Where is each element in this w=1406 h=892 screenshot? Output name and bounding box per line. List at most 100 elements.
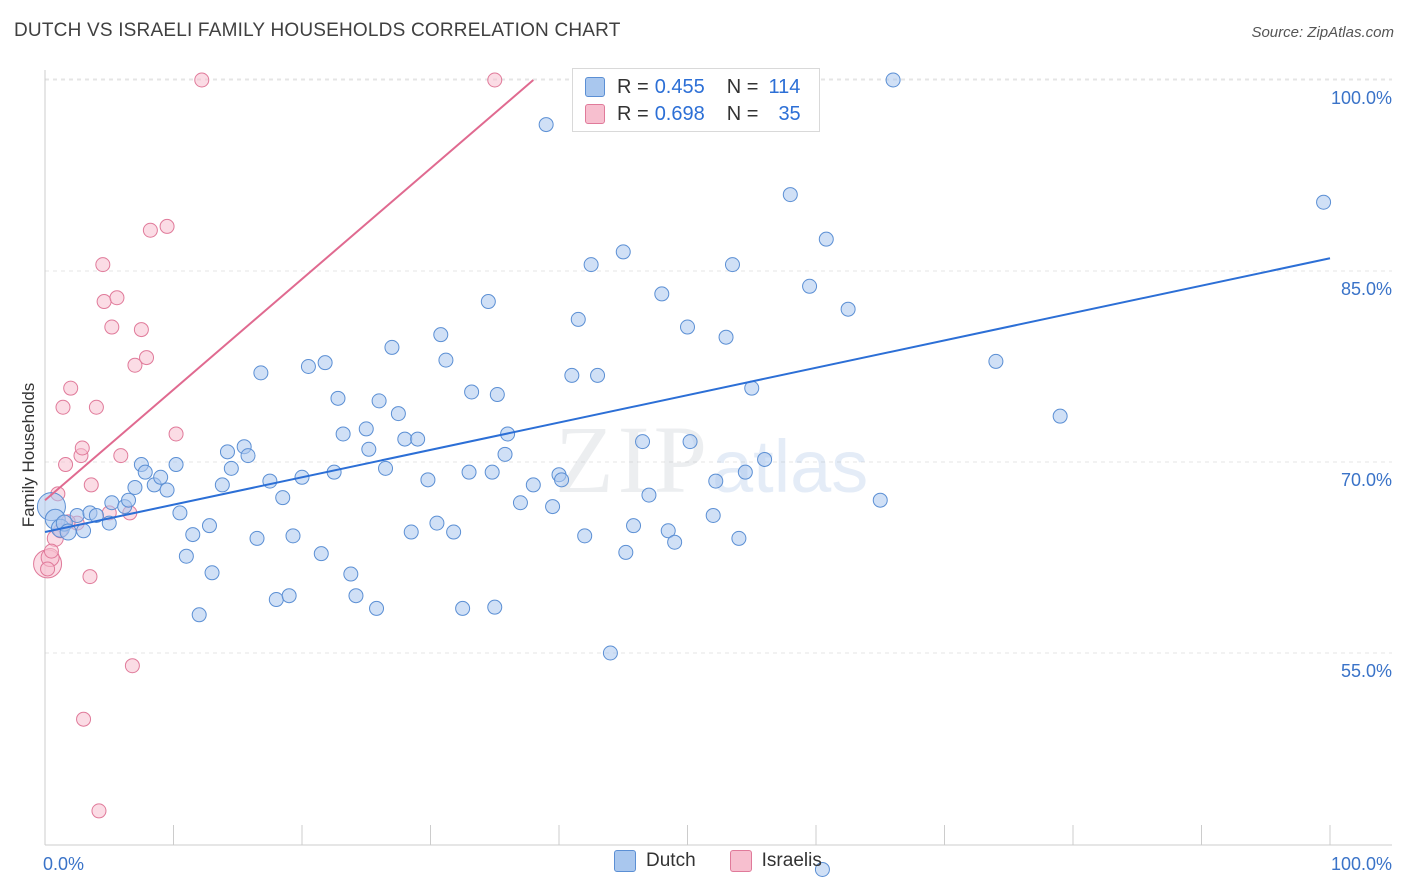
israeli-legend-swatch [729,850,752,872]
dutch-r-label: R = [617,75,649,98]
x-tick-label-start: 0.0% [43,854,84,874]
dutch-point [718,329,734,345]
dutch-point [281,588,297,604]
y-tick-label: 70.0% [1341,470,1392,490]
dutch-point [484,464,500,480]
dutch-point [88,507,104,523]
dutch-point [525,477,541,493]
dutch-point [358,421,374,437]
israeli-point [76,711,92,727]
dutch-point [618,544,634,560]
dutch-point [121,492,137,508]
israeli-point [58,457,74,473]
dutch-point [570,311,586,327]
israeli-point [127,357,143,373]
dutch-point [538,117,554,133]
israeli-point [104,319,120,335]
dutch-point [626,518,642,534]
dutch-point [240,448,256,464]
israeli-r-label: R = [617,102,649,125]
dutch-point [814,861,830,877]
dutch-point [313,546,329,562]
dutch-point [433,327,449,343]
israeli-point [95,257,111,273]
dutch-point [343,566,359,582]
dutch-point [438,352,454,368]
dutch-point [464,384,480,400]
legend-item-israelis[interactable]: Israelis [729,850,822,872]
dutch-point [577,528,593,544]
dutch-point [410,431,426,447]
source-credit: Source: ZipAtlas.com [1251,24,1394,41]
israeli-point [74,440,90,456]
dutch-point [69,507,85,523]
israeli-point [142,222,158,238]
dutch-point [159,482,175,498]
dutch-point [602,645,618,661]
legend-item-dutch[interactable]: Dutch [614,850,696,872]
dutch-point [371,393,387,409]
dutch-point [802,278,818,294]
dutch-point [378,460,394,476]
dutch-point [731,530,747,546]
israeli-point [83,477,99,493]
dutch-trendline [44,257,1331,534]
dutch-point [545,499,561,515]
dutch-point [429,515,445,531]
dutch-n-value: 114 [768,75,801,98]
israeli-point [40,561,56,577]
dutch-point [420,472,436,488]
dutch-point [818,231,834,247]
dutch-point [682,434,698,450]
israeli-point [82,569,98,585]
dutch-point [590,367,606,383]
dutch-legend-swatch [614,850,636,872]
dutch-point [204,565,220,581]
dutch-point [104,495,120,511]
israeli-point [487,72,503,88]
dutch-point [885,72,901,88]
dutch-point [384,339,400,355]
dutch-point [361,441,377,457]
dutch-point [708,473,724,489]
dutch-point [397,431,413,447]
israeli-point [133,322,149,338]
dutch-point [641,487,657,503]
dutch-point [172,505,188,521]
dutch-point [872,492,888,508]
israeli-point [139,350,155,366]
axes [44,70,1392,846]
dutch-point [285,528,301,544]
israeli-point [91,803,107,819]
dutch-point [615,244,631,260]
dutch-point [1052,408,1068,424]
dutch-point [317,355,333,371]
dutch-point [390,406,406,422]
dutch-point [249,530,265,546]
dutch-point [348,588,364,604]
dutch-point [512,495,528,511]
legend-row-dutch: R = 0.455 N = 114 [585,74,800,100]
dutch-point [461,464,477,480]
watermark-zip: ZIP [555,406,711,513]
dutch-point [253,365,269,381]
dutch-point [757,451,773,467]
y-tick-label: 85.0% [1341,279,1392,299]
israeli-point [96,294,112,310]
dutch-point [480,294,496,310]
legend-row-israeli: R = 0.698 N = 35 [585,101,801,127]
trendlines [44,79,1331,534]
dutch-point [369,600,385,616]
dutch-point [446,524,462,540]
dutch-point [201,518,217,534]
dutch-point [137,464,153,480]
israeli-swatch [585,104,605,124]
dutch-point [583,257,599,273]
israeli-point [88,399,104,415]
israeli-point [168,426,184,442]
dutch-point [667,534,683,550]
dutch-point [223,460,239,476]
dutch-r-value: 0.455 [654,75,705,98]
dutch-point [455,600,471,616]
